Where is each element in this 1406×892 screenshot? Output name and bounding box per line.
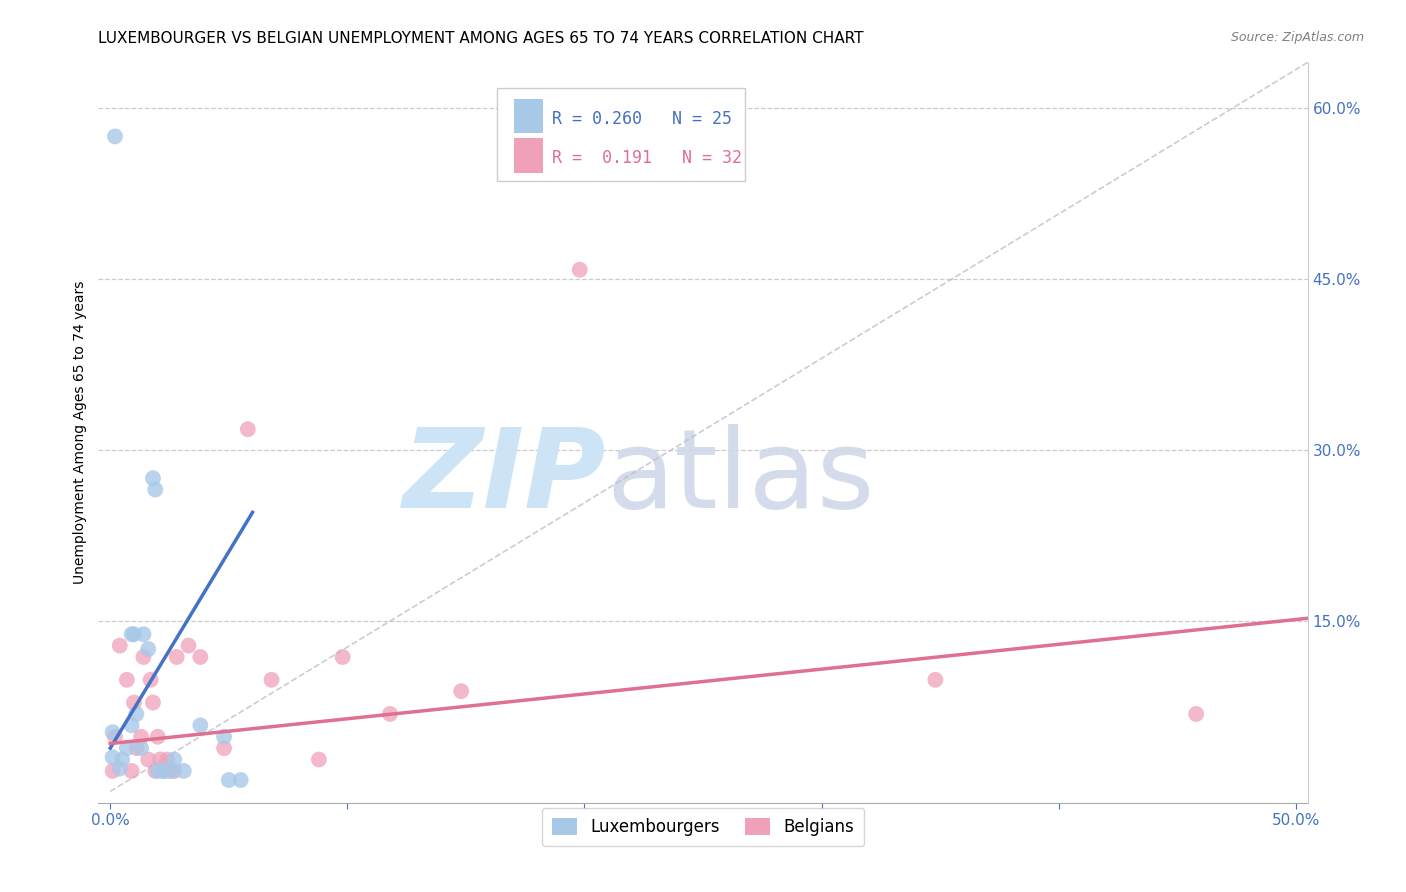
Point bbox=[260, 673, 283, 687]
Point bbox=[160, 764, 183, 778]
Point bbox=[190, 718, 212, 732]
Point bbox=[159, 764, 181, 778]
Point bbox=[153, 764, 176, 778]
Point bbox=[132, 627, 155, 641]
Point bbox=[132, 650, 155, 665]
Point bbox=[129, 730, 152, 744]
Point bbox=[121, 627, 143, 641]
Point bbox=[218, 772, 240, 787]
Point bbox=[101, 764, 124, 778]
Point bbox=[378, 706, 401, 721]
Point bbox=[146, 764, 169, 778]
Point bbox=[108, 762, 131, 776]
Y-axis label: Unemployment Among Ages 65 to 74 years: Unemployment Among Ages 65 to 74 years bbox=[73, 281, 87, 584]
Point bbox=[173, 764, 195, 778]
Point bbox=[104, 730, 127, 744]
Point bbox=[332, 650, 354, 665]
Point bbox=[212, 741, 235, 756]
Point bbox=[166, 650, 188, 665]
Point bbox=[190, 650, 212, 665]
Point bbox=[924, 673, 946, 687]
Point bbox=[146, 730, 169, 744]
Point bbox=[568, 262, 591, 277]
Point bbox=[121, 764, 143, 778]
Point bbox=[308, 752, 330, 766]
Point bbox=[163, 752, 186, 766]
Point bbox=[177, 639, 200, 653]
Point bbox=[122, 627, 145, 641]
Point bbox=[156, 752, 179, 766]
Point bbox=[450, 684, 472, 698]
Point bbox=[142, 696, 165, 710]
FancyBboxPatch shape bbox=[515, 99, 543, 134]
Point bbox=[163, 764, 186, 778]
Text: R =  0.191   N = 32: R = 0.191 N = 32 bbox=[551, 150, 742, 168]
Text: Source: ZipAtlas.com: Source: ZipAtlas.com bbox=[1230, 31, 1364, 45]
Point bbox=[108, 639, 131, 653]
Point bbox=[229, 772, 252, 787]
Point bbox=[101, 725, 124, 739]
Point bbox=[152, 764, 174, 778]
Point bbox=[143, 483, 166, 497]
Point bbox=[111, 752, 134, 766]
FancyBboxPatch shape bbox=[515, 137, 543, 172]
Text: ZIP: ZIP bbox=[402, 424, 606, 531]
Point bbox=[122, 696, 145, 710]
Point bbox=[139, 673, 162, 687]
Point bbox=[153, 764, 176, 778]
Point bbox=[101, 750, 124, 764]
Point bbox=[125, 741, 148, 756]
Point bbox=[104, 129, 127, 144]
Point bbox=[121, 718, 143, 732]
Text: R = 0.260   N = 25: R = 0.260 N = 25 bbox=[551, 111, 733, 128]
FancyBboxPatch shape bbox=[498, 88, 745, 181]
Point bbox=[129, 741, 152, 756]
Point bbox=[236, 422, 259, 436]
Point bbox=[142, 471, 165, 485]
Point bbox=[212, 730, 235, 744]
Text: atlas: atlas bbox=[606, 424, 875, 531]
Point bbox=[149, 752, 172, 766]
Point bbox=[115, 673, 138, 687]
Point bbox=[125, 706, 148, 721]
Point bbox=[115, 741, 138, 756]
Point bbox=[136, 642, 159, 657]
Point bbox=[143, 764, 166, 778]
Text: LUXEMBOURGER VS BELGIAN UNEMPLOYMENT AMONG AGES 65 TO 74 YEARS CORRELATION CHART: LUXEMBOURGER VS BELGIAN UNEMPLOYMENT AMO… bbox=[98, 31, 863, 46]
Point bbox=[1185, 706, 1208, 721]
Point bbox=[136, 752, 159, 766]
Legend: Luxembourgers, Belgians: Luxembourgers, Belgians bbox=[543, 808, 863, 847]
